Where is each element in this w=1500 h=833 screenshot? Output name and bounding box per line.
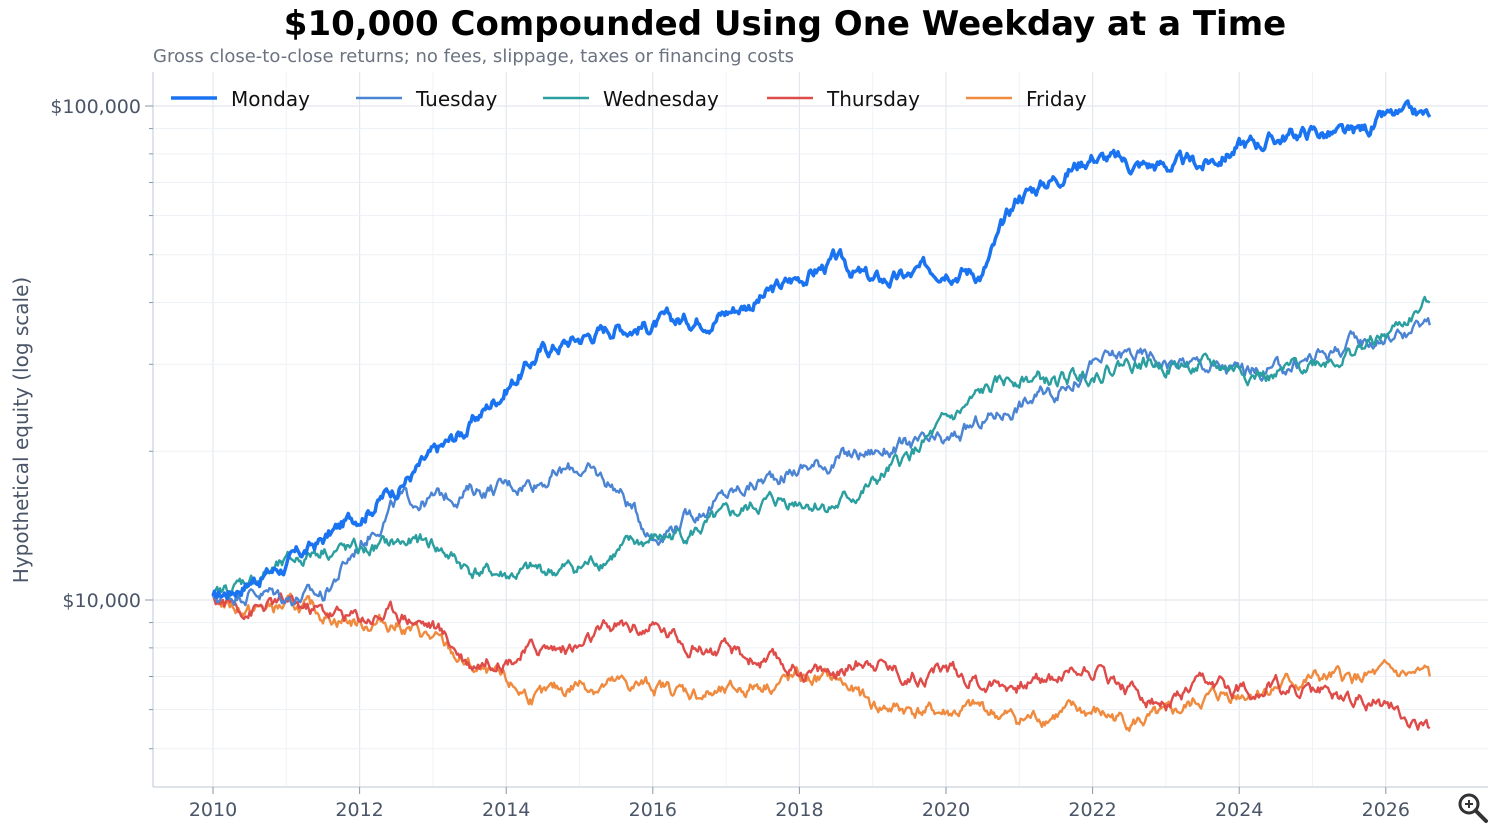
- y-tick-label: $10,000: [62, 590, 141, 612]
- legend-item-wednesday: Wednesday: [543, 87, 719, 111]
- series-line-tuesday: [212, 317, 1431, 607]
- legend-label: Tuesday: [415, 87, 498, 111]
- legend-item-monday: Monday: [171, 87, 310, 111]
- series-lines: [211, 99, 1432, 732]
- y-tick-label: $100,000: [50, 96, 141, 118]
- legend-label: Friday: [1026, 87, 1087, 111]
- legend-item-friday: Friday: [966, 87, 1087, 111]
- grid: [153, 72, 1488, 787]
- series-line-thursday: [211, 592, 1431, 731]
- legend: Monday Tuesday Wednesday Thursday Friday: [171, 87, 1087, 111]
- x-tick-label: 2022: [1068, 799, 1116, 821]
- x-tick-label: 2016: [629, 799, 677, 821]
- legend-label: Monday: [231, 87, 310, 111]
- series-line-monday: [211, 99, 1432, 601]
- legend-label: Thursday: [826, 87, 920, 111]
- x-tick-label: 2010: [189, 799, 237, 821]
- ticks: 2010 2012 2014 2016 2018 2020 2022 2024 2026 $10,…: [50, 96, 1410, 821]
- x-tick-label: 2024: [1215, 799, 1263, 821]
- legend-item-thursday: Thursday: [767, 87, 920, 111]
- y-axis-title: Hypothetical equity (log scale): [9, 277, 33, 583]
- chart-subtitle: Gross close-to-close returns; no fees, s…: [153, 46, 794, 67]
- x-tick-label: 2018: [775, 799, 823, 821]
- legend-item-tuesday: Tuesday: [356, 87, 498, 111]
- x-tick-label: 2020: [922, 799, 970, 821]
- magnifier-zoom-icon: [1458, 793, 1488, 823]
- x-tick-label: 2014: [482, 799, 530, 821]
- chart-title: $10,000 Compounded Using One Weekday at …: [283, 4, 1287, 44]
- zoom-button[interactable]: [1456, 791, 1490, 825]
- axes: [152, 72, 1488, 788]
- legend-label: Wednesday: [603, 87, 719, 111]
- x-tick-label: 2012: [335, 799, 383, 821]
- x-tick-label: 2026: [1362, 799, 1410, 821]
- series-line-wednesday: [211, 295, 1431, 598]
